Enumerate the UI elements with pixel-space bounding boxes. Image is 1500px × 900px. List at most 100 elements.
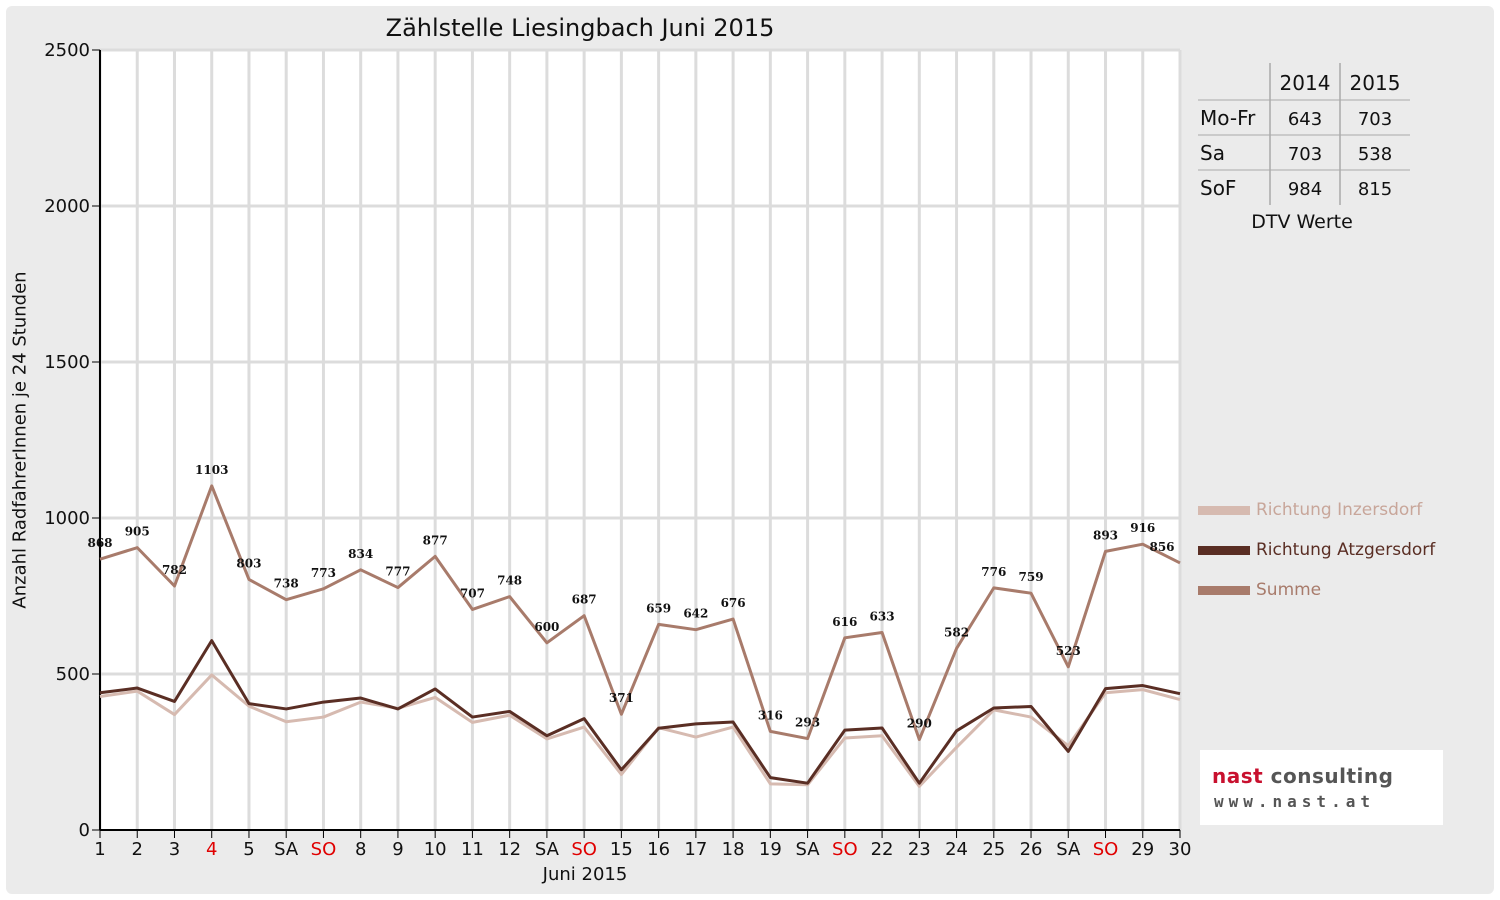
data-label: 905 (125, 525, 150, 539)
data-label: 616 (832, 615, 857, 629)
legend-item-inzersdorf: Richtung Inzersdorf (1198, 490, 1488, 530)
x-tick-label: 2 (132, 839, 143, 860)
x-tick-label: SA (796, 839, 821, 860)
data-label: 659 (646, 601, 671, 615)
x-tick-label: 23 (908, 839, 931, 860)
table-row-label: Sa (1200, 141, 1225, 165)
x-axis-label: Juni 2015 (542, 864, 628, 885)
x-tick-label: 1 (94, 839, 105, 860)
table-cell-2015: 538 (1358, 144, 1392, 165)
data-label: 687 (572, 593, 597, 607)
series-line-1 (99, 639, 1181, 785)
data-label: 877 (423, 533, 448, 547)
x-tick-label: 18 (722, 839, 745, 860)
data-label: 748 (497, 574, 522, 588)
data-label: 676 (721, 596, 746, 610)
table-cell-2015: 703 (1358, 109, 1392, 130)
table-header-2015: 2015 (1350, 71, 1401, 95)
x-tick-label: 12 (498, 839, 521, 860)
legend-label: Richtung Atzgersdorf (1256, 540, 1436, 560)
x-tick-label: 22 (871, 839, 894, 860)
x-tick-label: SO (311, 839, 337, 860)
legend-item-atzgersdorf: Richtung Atzgersdorf (1198, 530, 1488, 570)
data-label: 759 (1019, 570, 1044, 584)
x-tick-label: SA (1056, 839, 1081, 860)
legend-label: Summe (1256, 580, 1322, 600)
table-cell-2014: 643 (1288, 109, 1322, 130)
legend-swatch (1198, 505, 1250, 515)
y-tick-label: 2500 (44, 40, 90, 61)
axes: 1 2 3 4 5 SA SO 8 9 10 11 12 SA SO 15 16 17 18 19 SA SO 22 23 2… (44, 40, 1191, 860)
x-tick-label: 3 (169, 839, 180, 860)
data-label: 856 (1149, 540, 1174, 554)
x-tick-label: 10 (424, 839, 447, 860)
table-header-2014: 2014 (1280, 71, 1331, 95)
x-tick-label: 9 (392, 839, 403, 860)
x-tick-label: 8 (355, 839, 366, 860)
data-label: 642 (683, 607, 708, 621)
y-tick-label: 0 (79, 820, 90, 841)
data-label: 773 (311, 566, 336, 580)
data-label: 834 (348, 547, 373, 561)
data-labels: 868 905 782 1103 803 738 773 834 777 877 707 748 600… (87, 463, 1174, 731)
x-tick-label: 26 (1020, 839, 1043, 860)
table-cell-2014: 703 (1288, 144, 1322, 165)
data-label: 371 (609, 691, 634, 705)
x-tick-label: 30 (1169, 839, 1192, 860)
x-tick-label: SO (1093, 839, 1119, 860)
x-tick-label: 16 (647, 839, 670, 860)
data-label: 316 (758, 708, 783, 722)
data-label: 600 (534, 620, 559, 634)
x-tick-label: SA (535, 839, 560, 860)
table-row-label: SoF (1200, 176, 1236, 200)
y-axis-label: Anzahl RadfahrerInnen je 24 Stunden (9, 271, 31, 609)
table-row-label: Mo-Fr (1200, 106, 1256, 130)
table-cell-2015: 815 (1358, 179, 1392, 200)
data-label: 293 (795, 716, 820, 730)
data-label: 893 (1093, 528, 1118, 542)
x-tick-label: SO (571, 839, 597, 860)
logo-wordmark: nast consulting (1212, 764, 1394, 788)
table-caption: DTV Werte (1251, 211, 1353, 233)
data-label: 776 (981, 565, 1006, 579)
legend-label: Richtung Inzersdorf (1256, 500, 1423, 520)
y-tick-label: 1000 (44, 508, 90, 529)
legend-swatch (1198, 585, 1250, 595)
x-tick-label: 19 (759, 839, 782, 860)
legend-item-summe: Summe (1198, 570, 1488, 610)
logo-url: www.nast.at (1214, 792, 1375, 811)
dtv-table: 2014 2015 Mo-Fr 643 703 Sa 703 538 SoF 984 815DTV … (1198, 63, 1410, 233)
legend: Richtung Inzersdorf Richtung Atzgersdorf… (1198, 490, 1488, 610)
data-label: 803 (236, 556, 261, 570)
data-label: 868 (87, 536, 112, 550)
y-tick-label: 2000 (44, 196, 90, 217)
y-tick-label: 500 (56, 664, 90, 685)
data-label: 777 (385, 565, 410, 579)
data-label: 633 (870, 610, 895, 624)
grid (98, 48, 1182, 830)
table-cell-2014: 984 (1288, 179, 1322, 200)
x-tick-label: 5 (243, 839, 254, 860)
data-label: 582 (944, 625, 969, 639)
y-tick-label: 1500 (44, 352, 90, 373)
data-label: 523 (1056, 644, 1081, 658)
data-label: 916 (1130, 521, 1155, 535)
data-label: 782 (162, 563, 187, 577)
x-tick-label: 15 (610, 839, 633, 860)
legend-swatch (1198, 545, 1250, 555)
plot-area (100, 50, 1180, 830)
x-tick-label: SA (274, 839, 299, 860)
data-label: 290 (907, 717, 932, 731)
x-tick-label: 25 (982, 839, 1005, 860)
data-label: 738 (274, 577, 299, 591)
x-tick-label: 24 (945, 839, 968, 860)
x-tick-label: 29 (1131, 839, 1154, 860)
x-tick-label: 4 (206, 839, 217, 860)
series-line-2 (99, 484, 1181, 742)
data-label: 1103 (195, 463, 228, 477)
x-tick-label: SO (832, 839, 858, 860)
x-tick-label: 17 (684, 839, 707, 860)
series-lines (99, 484, 1181, 788)
company-logo: nast consulting www.nast.at (1200, 750, 1443, 825)
